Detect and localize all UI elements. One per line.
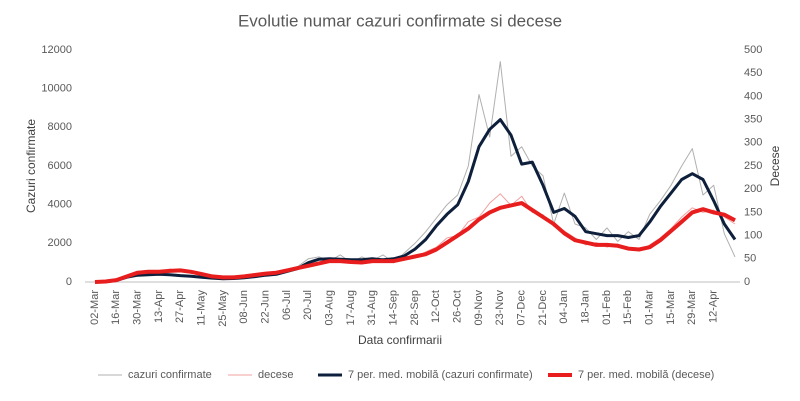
y-tick-label: 6000	[48, 160, 72, 172]
y-tick-label: 2000	[48, 237, 72, 249]
x-tick-label: 13-Apr	[153, 290, 165, 323]
y2-tick-label: 0	[744, 276, 750, 288]
x-tick-label: 28-Sep	[409, 290, 421, 325]
legend-label: cazuri confirmate	[128, 369, 212, 381]
x-tick-label: 08-Jun	[238, 290, 250, 324]
x-tick-label: 29-Mar	[686, 290, 698, 325]
x-tick-label: 18-Jan	[580, 290, 592, 324]
y2-axis-title: Decese	[768, 145, 782, 186]
x-tick-label: 31-Aug	[366, 290, 378, 325]
chart-title: Evolutie numar cazuri confirmate si dece…	[238, 11, 562, 30]
y-axis-title: Cazuri confirmate	[24, 119, 38, 213]
x-tick-label: 12-Oct	[430, 290, 442, 323]
x-tick-label: 06-Jul	[281, 290, 293, 320]
y-tick-label: 10000	[41, 83, 72, 95]
x-tick-label: 30-Mar	[132, 290, 144, 325]
y2-tick-label: 250	[744, 160, 762, 172]
x-tick-label: 22-Jun	[260, 290, 272, 324]
series-line	[94, 118, 737, 284]
series-line	[94, 201, 736, 284]
x-tick-label: 25-May	[217, 290, 229, 327]
series-line	[94, 193, 736, 283]
y2-tick-label: 400	[744, 90, 762, 102]
x-tick-label: 17-Aug	[345, 290, 357, 325]
x-tick-label: 04-Jan	[558, 290, 570, 324]
x-axis-title: Data confirmarii	[358, 333, 442, 347]
y2-tick-label: 350	[744, 114, 762, 126]
x-tick-label: 23-Nov	[494, 290, 506, 326]
y2-tick-label: 100	[744, 230, 762, 242]
x-tick-label: 11-May	[196, 290, 208, 326]
y2-tick-label: 200	[744, 183, 762, 195]
x-tick-label: 15-Feb	[622, 290, 634, 325]
x-tick-label: 01-Mar	[644, 290, 656, 325]
y2-tick-label: 150	[744, 206, 762, 218]
y-tick-label: 0	[66, 276, 72, 288]
x-tick-label: 15-Mar	[665, 290, 677, 325]
x-tick-label: 09-Nov	[473, 290, 485, 326]
x-tick-label: 16-Mar	[110, 290, 122, 325]
x-tick-label: 26-Oct	[452, 290, 464, 323]
legend-label: 7 per. med. mobilă (cazuri confirmate)	[348, 369, 533, 381]
x-tick-label: 01-Feb	[601, 290, 613, 325]
x-tick-label: 20-Jul	[302, 290, 314, 320]
legend-label: decese	[258, 369, 293, 381]
x-tick-label: 12-Apr	[708, 290, 720, 323]
x-tick-label: 03-Aug	[324, 290, 336, 325]
y2-tick-label: 450	[744, 67, 762, 79]
y2-tick-label: 300	[744, 137, 762, 149]
x-tick-label: 14-Sep	[388, 290, 400, 325]
y2-tick-label: 500	[744, 44, 762, 56]
legend-label: 7 per. med. mobilă (decese)	[578, 369, 714, 381]
x-tick-label: 07-Dec	[516, 290, 528, 326]
x-tick-label: 21-Dec	[537, 290, 549, 326]
y-tick-label: 12000	[41, 44, 72, 56]
y-tick-label: 4000	[48, 199, 72, 211]
y-tick-label: 8000	[48, 121, 72, 133]
y2-tick-label: 50	[744, 253, 756, 265]
x-tick-label: 02-Mar	[89, 290, 101, 325]
x-tick-label: 27-Apr	[174, 290, 186, 323]
